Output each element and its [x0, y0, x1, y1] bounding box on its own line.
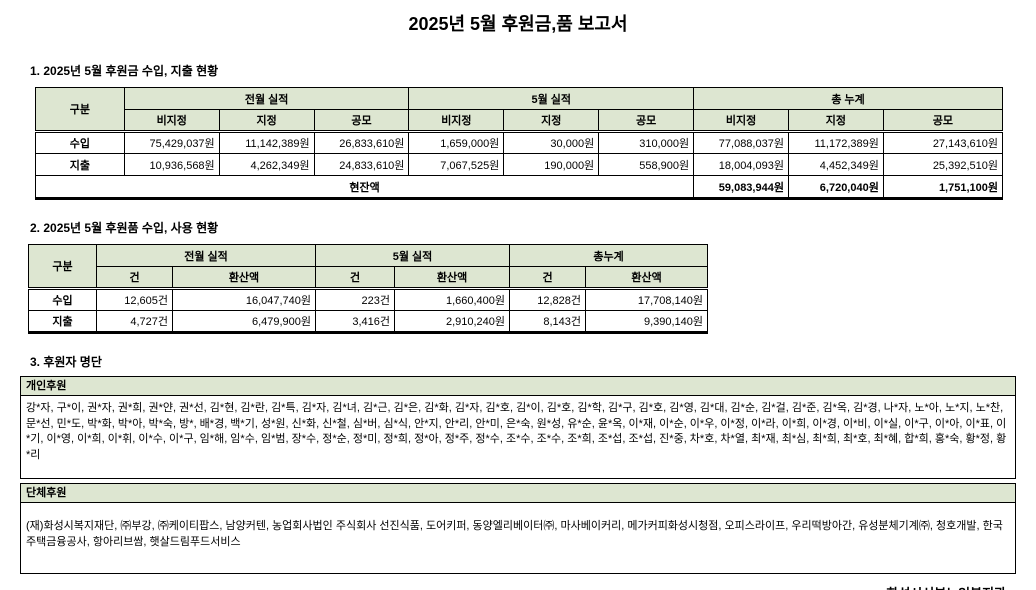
row-label-income: 수입	[35, 131, 125, 154]
cell-expense-prev-public: 24,833,610원	[313, 153, 410, 176]
section2-label: 2. 2025년 5월 후원품 수입, 사용 현황	[30, 221, 219, 235]
cell-expense-total-undesignated: 18,004,093원	[693, 153, 789, 176]
cell-income-total-amount: 17,708,140원	[585, 288, 709, 311]
row-label-income: 수입	[28, 288, 97, 311]
col-group-prev-month: 전월 실적	[123, 87, 410, 110]
cell-expense-total-amount: 9,390,140원	[585, 310, 709, 334]
col-header-designated: 지정	[218, 109, 315, 133]
cell-income-may-count: 223건	[315, 288, 396, 311]
cell-income-may-undesignated: 1,659,000원	[408, 131, 505, 154]
cell-income-prev-undesignated: 75,429,037원	[123, 131, 220, 154]
cell-income-prev-count: 12,605건	[96, 288, 173, 311]
individual-donors-header: 개인후원	[21, 377, 1015, 396]
col-header-public: 공모	[313, 109, 410, 133]
table-header-subcolumns: 건 환산액 건 환산액 건 환산액	[29, 266, 709, 290]
col-header-designated: 지정	[503, 109, 600, 133]
col-header-public: 공모	[598, 109, 695, 133]
row-label-expense: 지출	[28, 310, 97, 334]
row-label-expense: 지출	[35, 153, 125, 176]
donation-goods-table: 구분 전월 실적 5월 실적 총누계 건 환산액 건 환산액 건 환산액 수입 …	[28, 244, 709, 334]
col-group-cumulative: 총누계	[509, 244, 709, 267]
col-header-converted-amount: 환산액	[394, 266, 511, 290]
col-group-may: 5월 실적	[408, 87, 695, 110]
col-header-converted-amount: 환산액	[585, 266, 709, 290]
individual-donors-box: 개인후원 강*자, 구*이, 권*자, 권*희, 권*얀, 권*선, 김*현, …	[20, 376, 1016, 479]
cell-income-prev-designated: 11,142,389원	[218, 131, 315, 154]
page-title: 2025년 5월 후원금,품 보고서	[408, 14, 628, 34]
cell-income-total-count: 12,828건	[509, 288, 587, 311]
cell-income-prev-public: 26,833,610원	[313, 131, 410, 154]
cell-income-total-public: 27,143,610원	[882, 131, 1004, 154]
col-header-count: 건	[96, 266, 173, 290]
cell-expense-may-amount: 2,910,240원	[394, 310, 511, 334]
cell-income-may-amount: 1,660,400원	[394, 288, 511, 311]
cell-expense-prev-amount: 6,479,900원	[171, 310, 317, 334]
cell-balance-public: 1,751,100원	[882, 175, 1004, 200]
section1-label: 1. 2025년 5월 후원금 수입, 지출 현황	[30, 64, 219, 78]
col-header-undesignated: 비지정	[123, 109, 220, 133]
table-header-subcolumns: 비지정 지정 공모 비지정 지정 공모 비지정 지정 공모	[36, 109, 1004, 133]
cell-balance-undesignated: 59,083,944원	[693, 175, 789, 200]
section3-label: 3. 후원자 명단	[30, 355, 102, 369]
cell-expense-prev-count: 4,727건	[96, 310, 173, 334]
cell-expense-total-public: 25,392,510원	[882, 153, 1004, 176]
col-header-converted-amount: 환산액	[171, 266, 317, 290]
table-row-expense: 지출 4,727건 6,479,900원 3,416건 2,910,240원 8…	[28, 310, 709, 334]
cell-income-may-designated: 30,000원	[503, 131, 600, 154]
cell-expense-prev-designated: 4,262,349원	[218, 153, 315, 176]
individual-donors-names: 강*자, 구*이, 권*자, 권*희, 권*얀, 권*선, 김*현, 김*란, …	[26, 402, 1007, 461]
col-header-category: 구분	[35, 87, 125, 133]
table-row-income: 수입 12,605건 16,047,740원 223건 1,660,400원 1…	[28, 288, 709, 311]
col-header-count: 건	[315, 266, 396, 290]
col-header-undesignated: 비지정	[408, 109, 505, 133]
col-group-cumulative: 총 누계	[693, 87, 1003, 110]
table-header-groups: 구분 전월 실적 5월 실적 총누계	[28, 244, 709, 290]
cell-income-may-public: 310,000원	[598, 131, 695, 154]
cell-expense-total-count: 8,143건	[509, 310, 587, 334]
table-row-balance: 현잔액 59,083,944원 6,720,040원 1,751,100원	[34, 175, 1004, 200]
organization-name: 화성시서부노인복지관	[0, 583, 1006, 590]
cell-expense-may-public: 558,900원	[598, 153, 695, 176]
col-header-count: 건	[509, 266, 587, 290]
table-row-expense: 지출 10,936,568원 4,262,349원 24,833,610원 7,…	[35, 153, 1004, 176]
cell-expense-may-count: 3,416건	[315, 310, 396, 334]
cell-expense-may-undesignated: 7,067,525원	[408, 153, 505, 176]
donation-money-table: 구분 전월 실적 5월 실적 총 누계 비지정 지정 공모 비지정 지정 공모 …	[34, 87, 1004, 200]
cell-expense-prev-undesignated: 10,936,568원	[123, 153, 220, 176]
cell-income-prev-amount: 16,047,740원	[171, 288, 317, 311]
col-header-designated: 지정	[787, 109, 884, 133]
cell-balance-designated: 6,720,040원	[787, 175, 884, 200]
table-row-income: 수입 75,429,037원 11,142,389원 26,833,610원 1…	[35, 131, 1004, 154]
col-group-may: 5월 실적	[315, 244, 511, 267]
cell-income-total-designated: 11,172,389원	[787, 131, 884, 154]
cell-expense-may-designated: 190,000원	[503, 153, 600, 176]
cell-expense-total-designated: 4,452,349원	[787, 153, 884, 176]
cell-income-total-undesignated: 77,088,037원	[693, 131, 789, 154]
organization-donors-box: 단체후원 (재)화성시복지재단, ㈜부강, ㈜케이티팝스, 남양커텐, 농업회사…	[20, 483, 1016, 574]
row-label-balance: 현잔액	[34, 175, 695, 200]
col-header-undesignated: 비지정	[693, 109, 789, 133]
col-header-public: 공모	[882, 109, 1004, 133]
table-header-groups: 구분 전월 실적 5월 실적 총 누계	[35, 87, 1003, 133]
organization-donors-header: 단체후원	[21, 484, 1015, 503]
col-group-prev-month: 전월 실적	[95, 244, 317, 267]
col-header-category: 구분	[28, 244, 97, 290]
organization-donors-names: (재)화성시복지재단, ㈜부강, ㈜케이티팝스, 남양커텐, 농업회사법인 주식…	[26, 520, 1003, 548]
